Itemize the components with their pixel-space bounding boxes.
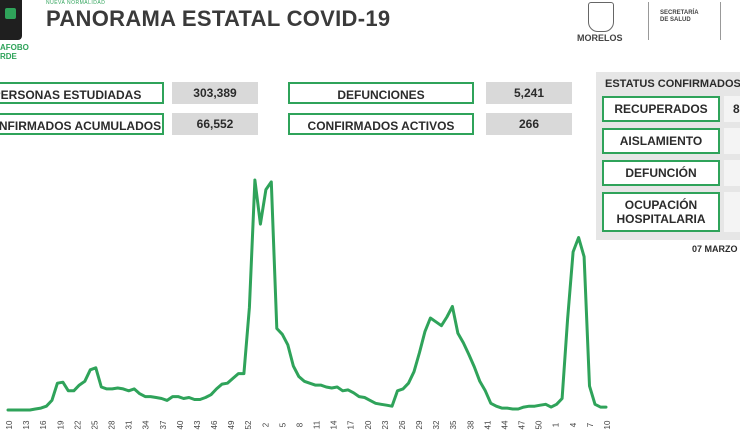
top-small-text: NUEVA NORMALIDAD [46, 0, 106, 6]
secretaria-label: SECRETARÍA DE SALUD [660, 10, 712, 24]
x-tick-label: 44 [501, 420, 510, 429]
series-line [6, 178, 608, 412]
x-tick-labels: 10 13 16 19 22 25 28 31 34 37 40 43 46 49 52 2 5 8 11 14 17 2… [5, 420, 612, 429]
x-tick-label: 17 [347, 420, 356, 429]
status-aislamiento-label: AISLAMIENTO [602, 128, 720, 154]
x-tick-label: 52 [244, 420, 253, 429]
x-tick-label: 43 [193, 420, 202, 429]
x-tick-label: 20 [364, 420, 373, 429]
x-tick-label: 41 [483, 420, 492, 429]
report-date: 07 MARZO [692, 244, 738, 254]
x-tick-label: 38 [466, 420, 475, 429]
x-tick-label: 1 [552, 422, 561, 427]
status-recuperados-label: RECUPERADOS [602, 96, 720, 122]
logo-dot-icon [5, 8, 16, 19]
morelos-seal-icon [588, 2, 614, 32]
status-recuperados-value: 8 [724, 96, 740, 122]
x-tick-label: 10 [5, 420, 14, 429]
x-tick-label: 23 [381, 420, 390, 429]
personas-estudiadas-value: 303,389 [172, 82, 258, 104]
confirmados-acumulados-label: CONFIRMADOS ACUMULADOS [0, 113, 164, 135]
x-tick-label: 10 [603, 420, 612, 429]
x-tick-label: 4 [569, 422, 578, 427]
x-tick-label: 22 [73, 420, 82, 429]
header-divider [648, 2, 649, 40]
status-defuncion-label: DEFUNCIÓN [602, 160, 720, 186]
covid-line-chart: 10 13 16 19 22 25 28 31 34 37 40 43 46 49 52 2 5 8 11 14 17 2… [5, 178, 612, 429]
seal-label: MORELOS [577, 33, 623, 43]
x-tick-label: 16 [39, 420, 48, 429]
x-tick-label: 50 [535, 420, 544, 429]
confirmados-acumulados-value: 66,552 [172, 113, 258, 135]
x-tick-label: 2 [261, 422, 270, 427]
page-title: PANORAMA ESTATAL COVID-19 [46, 6, 391, 31]
defunciones-label: DEFUNCIONES [288, 82, 474, 104]
x-tick-label: 8 [296, 422, 305, 427]
x-tick-label: 28 [108, 420, 117, 429]
personas-estudiadas-label: PERSONAS ESTUDIADAS [0, 82, 164, 104]
logo-icon [0, 0, 22, 40]
status-ocupacion-value [724, 192, 740, 232]
x-tick-label: 19 [56, 420, 65, 429]
defunciones-value: 5,241 [486, 82, 572, 104]
x-tick-label: 37 [159, 420, 168, 429]
confirmados-activos-value: 266 [486, 113, 572, 135]
x-tick-label: 40 [176, 420, 185, 429]
x-tick-label: 25 [90, 420, 99, 429]
status-defuncion-value [724, 160, 740, 186]
x-tick-label: 32 [432, 420, 441, 429]
logo-text-line-1: AFOBO [0, 43, 29, 52]
x-tick-label: 46 [210, 420, 219, 429]
x-tick-label: 26 [398, 420, 407, 429]
x-tick-label: 29 [415, 420, 424, 429]
header-divider-2 [720, 2, 721, 40]
x-tick-label: 47 [518, 420, 527, 429]
x-tick-label: 14 [330, 420, 339, 429]
x-tick-label: 34 [142, 420, 151, 429]
confirmados-activos-label: CONFIRMADOS ACTIVOS [288, 113, 474, 135]
x-tick-label: 49 [227, 420, 236, 429]
x-tick-label: 11 [313, 420, 322, 429]
status-aislamiento-value [724, 128, 740, 154]
logo-text-line-2: RDE [0, 52, 17, 61]
x-tick-label: 31 [125, 420, 134, 429]
x-tick-label: 35 [449, 420, 458, 429]
secretaria-line-2: DE SALUD [660, 17, 691, 23]
x-tick-label: 7 [586, 422, 595, 427]
secretaria-line-1: SECRETARÍA [660, 10, 699, 16]
x-tick-label: 5 [278, 422, 287, 427]
x-tick-label: 13 [22, 420, 31, 429]
logo-text: AFOBO RDE [0, 43, 29, 61]
status-title: ESTATUS CONFIRMADOS [605, 78, 740, 90]
status-ocupacion-label: OCUPACIÓN HOSPITALARIA [602, 192, 720, 232]
